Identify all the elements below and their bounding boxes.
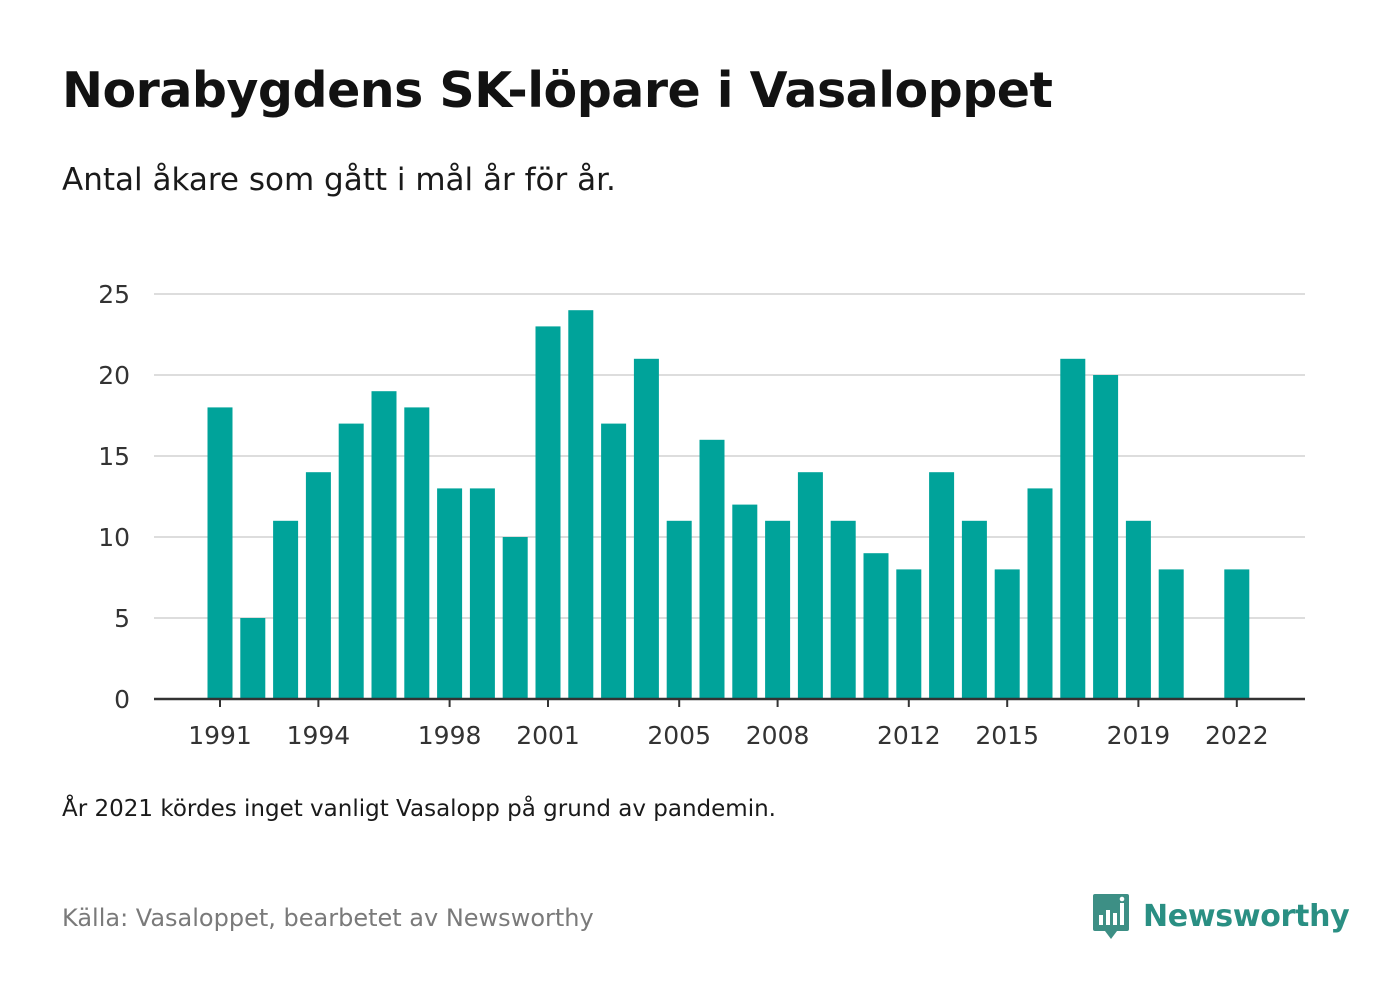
- chart-subtitle: Antal åkare som gått i mål år för år.: [62, 162, 616, 198]
- x-tick-label-2019: 2019: [1107, 721, 1171, 750]
- x-tick-label-2015: 2015: [975, 721, 1039, 750]
- bar-2015: [994, 569, 1020, 699]
- brand-logo: Newsworthy: [1091, 891, 1350, 941]
- bar-2009: [797, 472, 823, 699]
- bar-2000: [502, 537, 528, 699]
- x-tick-label-2022: 2022: [1205, 721, 1269, 750]
- bar-2019: [1125, 520, 1151, 699]
- bar-2016: [1027, 488, 1053, 699]
- bar-2006: [699, 439, 725, 699]
- bar-1998: [437, 488, 463, 699]
- footnote: År 2021 kördes inget vanligt Vasalopp på…: [62, 796, 776, 822]
- bar-2003: [601, 423, 627, 699]
- bar-2005: [666, 520, 692, 699]
- brand-name: Newsworthy: [1143, 898, 1350, 934]
- bar-2001: [535, 326, 561, 699]
- bar-1993: [273, 520, 299, 699]
- x-tick-label-1994: 1994: [287, 721, 351, 750]
- bar-2007: [732, 504, 758, 699]
- x-tick-label-2012: 2012: [877, 721, 941, 750]
- axes: 0 5 10 15 20 25 1991 1994 1998 2001 2005 2008 2012 20…: [98, 280, 1305, 750]
- chart-title: Norabygdens SK-löpare i Vasaloppet: [62, 62, 1053, 119]
- bar-1992: [240, 618, 266, 699]
- y-tick-label-0: 0: [114, 685, 130, 714]
- bar-1994: [305, 472, 331, 699]
- bar-1996: [371, 391, 397, 699]
- x-tick-label-1998: 1998: [418, 721, 482, 750]
- bar-2011: [863, 553, 889, 699]
- bar-1991: [207, 407, 233, 699]
- bar-2020: [1158, 569, 1184, 699]
- bar-2018: [1093, 375, 1119, 699]
- bar-2004: [633, 358, 659, 699]
- y-tick-label-10: 10: [98, 523, 130, 552]
- bar-1997: [404, 407, 430, 699]
- newsworthy-logo-icon: [1093, 894, 1129, 939]
- bar-2013: [929, 472, 955, 699]
- bar-2014: [961, 520, 987, 699]
- y-tick-label-15: 15: [98, 442, 130, 471]
- bar-2022: [1224, 569, 1250, 699]
- bar-1999: [469, 488, 495, 699]
- y-tick-label-25: 25: [98, 280, 130, 309]
- bar-1995: [338, 423, 364, 699]
- y-tick-label-20: 20: [98, 361, 130, 390]
- bar-2008: [765, 520, 791, 699]
- source-note: Källa: Vasaloppet, bearbetet av Newswort…: [62, 904, 594, 932]
- bar-2017: [1060, 358, 1086, 699]
- x-tick-label-2008: 2008: [746, 721, 810, 750]
- y-tick-label-5: 5: [114, 604, 130, 633]
- bar-2010: [830, 520, 856, 699]
- bar-2012: [896, 569, 922, 699]
- x-tick-label-2005: 2005: [647, 721, 711, 750]
- bar-2002: [568, 310, 594, 699]
- bars: [207, 310, 1250, 699]
- x-tick-label-1991: 1991: [188, 721, 252, 750]
- x-tick-label-2001: 2001: [516, 721, 580, 750]
